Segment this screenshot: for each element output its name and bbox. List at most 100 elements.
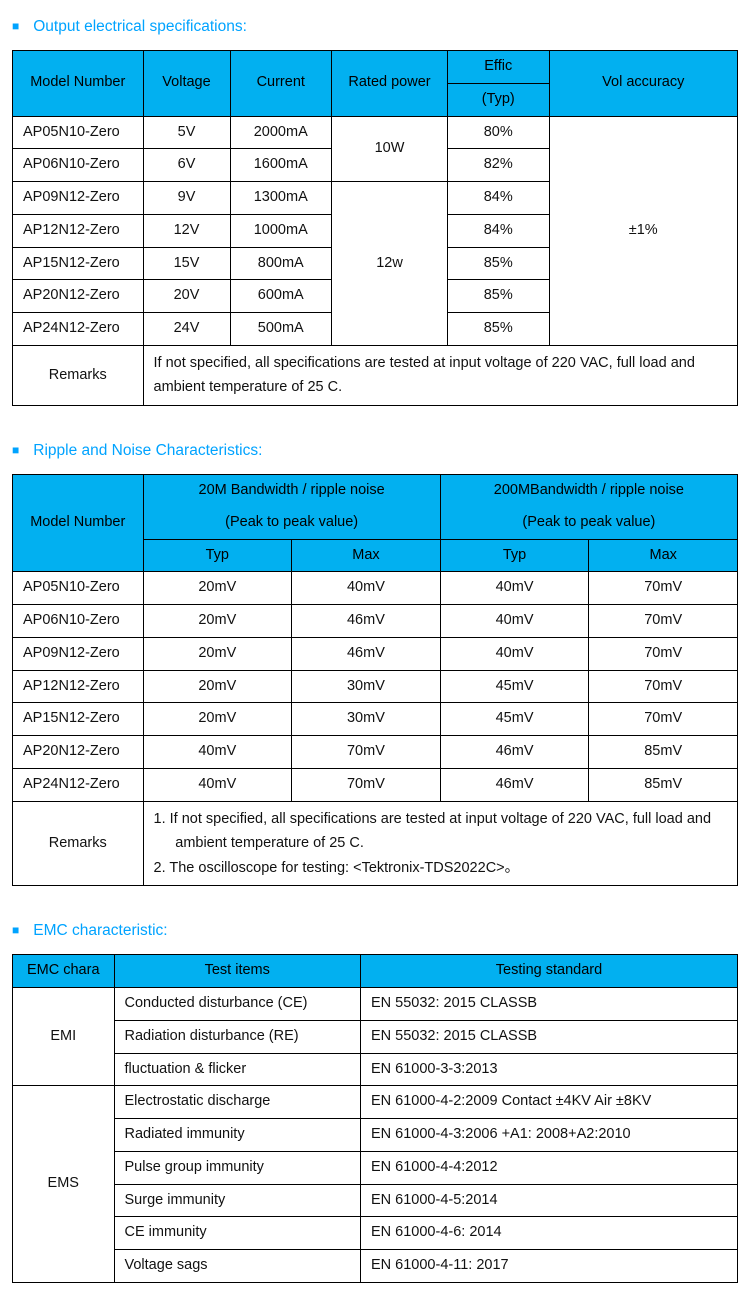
table-row: Pulse group immunityEN 61000-4-4:2012 bbox=[13, 1151, 738, 1184]
table-cell: 85mV bbox=[589, 736, 738, 769]
table-cell: EN 61000-4-3:2006 +A1: 2008+A2:2010 bbox=[361, 1119, 738, 1152]
table-header-row: Model Number 20M Bandwidth / ripple nois… bbox=[13, 475, 738, 507]
col-peak20: (Peak to peak value) bbox=[143, 507, 440, 539]
table-cell: 40mV bbox=[440, 605, 589, 638]
table-cell: AP06N10-Zero bbox=[13, 149, 144, 182]
table-cell: 45mV bbox=[440, 703, 589, 736]
table-cell: 30mV bbox=[292, 670, 441, 703]
table-cell: Radiated immunity bbox=[114, 1119, 361, 1152]
section-title-emc: EMC characteristic: bbox=[12, 922, 738, 940]
table-cell: 46mV bbox=[292, 637, 441, 670]
table-cell: AP09N12-Zero bbox=[13, 182, 144, 215]
table-cell: Pulse group immunity bbox=[114, 1151, 361, 1184]
table-cell: EN 61000-4-5:2014 bbox=[361, 1184, 738, 1217]
section-title-output-spec: Output electrical specifications: bbox=[12, 18, 738, 36]
col-model: Model Number bbox=[13, 51, 144, 117]
table-cell: 40mV bbox=[143, 768, 292, 801]
table-cell: Radiation disturbance (RE) bbox=[114, 1020, 361, 1053]
table-row: AP09N12-Zero20mV46mV40mV70mV bbox=[13, 637, 738, 670]
table-row: AP06N10-Zero20mV46mV40mV70mV bbox=[13, 605, 738, 638]
table-cell: 12w bbox=[332, 182, 448, 346]
col-emc-chara: EMC chara bbox=[13, 955, 115, 988]
table-cell: 800mA bbox=[230, 247, 332, 280]
table-header-row: Model Number Voltage Current Rated power… bbox=[13, 51, 738, 84]
col-vol-acc: Vol accuracy bbox=[549, 51, 738, 117]
table-cell: 5V bbox=[143, 116, 230, 149]
table-row: EMSElectrostatic dischargeEN 61000-4-2:2… bbox=[13, 1086, 738, 1119]
table-cell: 82% bbox=[448, 149, 550, 182]
table-row: Surge immunityEN 61000-4-5:2014 bbox=[13, 1184, 738, 1217]
table-row: AP05N10-Zero20mV40mV40mV70mV bbox=[13, 572, 738, 605]
table-cell: EN 55032: 2015 CLASSB bbox=[361, 1020, 738, 1053]
table-cell: AP06N10-Zero bbox=[13, 605, 144, 638]
table-cell: AP20N12-Zero bbox=[13, 736, 144, 769]
table-cell: 70mV bbox=[589, 703, 738, 736]
remarks-line-2: 2. The oscilloscope for testing: <Tektro… bbox=[154, 856, 730, 881]
table-cell: 20mV bbox=[143, 572, 292, 605]
table-cell: 85% bbox=[448, 313, 550, 346]
table-cell: AP24N12-Zero bbox=[13, 313, 144, 346]
table-cell: 40mV bbox=[440, 637, 589, 670]
table-cell: AP05N10-Zero bbox=[13, 572, 144, 605]
col-peak200: (Peak to peak value) bbox=[440, 507, 737, 539]
table-cell: 20mV bbox=[143, 670, 292, 703]
ripple-noise-table: Model Number 20M Bandwidth / ripple nois… bbox=[12, 474, 738, 886]
table-cell: 80% bbox=[448, 116, 550, 149]
table-cell: 70mV bbox=[292, 736, 441, 769]
table-row: AP15N12-Zero20mV30mV45mV70mV bbox=[13, 703, 738, 736]
col-effic-sub: (Typ) bbox=[448, 83, 550, 116]
table-cell: 12V bbox=[143, 214, 230, 247]
table-cell: 70mV bbox=[589, 637, 738, 670]
ems-label: EMS bbox=[13, 1086, 115, 1283]
table-cell: 9V bbox=[143, 182, 230, 215]
remarks-row: Remarks If not specified, all specificat… bbox=[13, 345, 738, 405]
table-cell: 45mV bbox=[440, 670, 589, 703]
table-cell: 600mA bbox=[230, 280, 332, 313]
table-cell: EN 61000-4-11: 2017 bbox=[361, 1250, 738, 1283]
table-cell: 20V bbox=[143, 280, 230, 313]
table-header-row: EMC chara Test items Testing standard bbox=[13, 955, 738, 988]
table-cell: AP20N12-Zero bbox=[13, 280, 144, 313]
table-cell: 15V bbox=[143, 247, 230, 280]
remarks-label: Remarks bbox=[13, 345, 144, 405]
table-cell: 20mV bbox=[143, 637, 292, 670]
table-cell: 70mV bbox=[589, 670, 738, 703]
table-cell: 500mA bbox=[230, 313, 332, 346]
table-cell: 20mV bbox=[143, 605, 292, 638]
emi-label: EMI bbox=[13, 988, 115, 1086]
table-cell: 85% bbox=[448, 280, 550, 313]
col-voltage: Voltage bbox=[143, 51, 230, 117]
col-test-items: Test items bbox=[114, 955, 361, 988]
table-cell: AP15N12-Zero bbox=[13, 247, 144, 280]
table-cell: 2000mA bbox=[230, 116, 332, 149]
col-max200: Max bbox=[589, 539, 738, 572]
col-current: Current bbox=[230, 51, 332, 117]
table-cell: 84% bbox=[448, 182, 550, 215]
remarks-line-1: 1. If not specified, all specifications … bbox=[154, 807, 730, 856]
remarks-text: 1. If not specified, all specifications … bbox=[143, 801, 738, 886]
table-cell: 1600mA bbox=[230, 149, 332, 182]
table-cell: EN 55032: 2015 CLASSB bbox=[361, 988, 738, 1021]
table-row: EMIConducted disturbance (CE)EN 55032: 2… bbox=[13, 988, 738, 1021]
table-cell: 46mV bbox=[292, 605, 441, 638]
table-cell: Electrostatic discharge bbox=[114, 1086, 361, 1119]
table-cell: 46mV bbox=[440, 736, 589, 769]
table-cell: AP12N12-Zero bbox=[13, 214, 144, 247]
table-row: AP05N10-Zero5V2000mA10W80%±1% bbox=[13, 116, 738, 149]
table-cell: 1300mA bbox=[230, 182, 332, 215]
col-typ20: Typ bbox=[143, 539, 292, 572]
table-cell: EN 61000-4-2:2009 Contact ±4KV Air ±8KV bbox=[361, 1086, 738, 1119]
col-effic: Effic bbox=[448, 51, 550, 84]
col-bw20: 20M Bandwidth / ripple noise bbox=[143, 475, 440, 507]
col-max20: Max bbox=[292, 539, 441, 572]
section-title-ripple: Ripple and Noise Characteristics: bbox=[12, 442, 738, 460]
table-cell: 46mV bbox=[440, 768, 589, 801]
col-bw200: 200MBandwidth / ripple noise bbox=[440, 475, 737, 507]
table-row: AP20N12-Zero40mV70mV46mV85mV bbox=[13, 736, 738, 769]
table-cell: 40mV bbox=[440, 572, 589, 605]
table-cell: 20mV bbox=[143, 703, 292, 736]
remarks-label: Remarks bbox=[13, 801, 144, 886]
col-typ200: Typ bbox=[440, 539, 589, 572]
table-cell: 40mV bbox=[143, 736, 292, 769]
emc-table: EMC chara Test items Testing standard EM… bbox=[12, 954, 738, 1283]
